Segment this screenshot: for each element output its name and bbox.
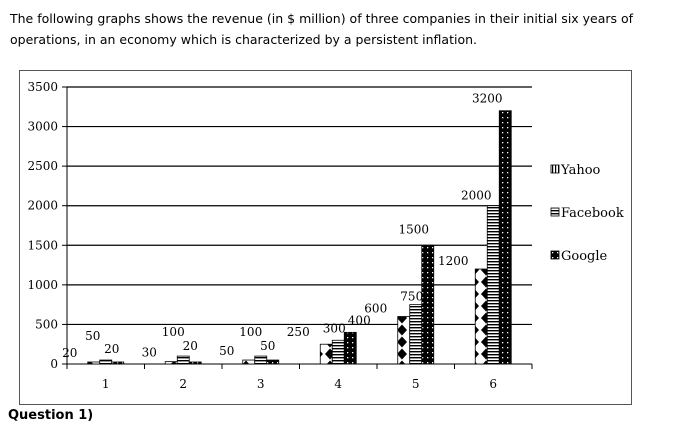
y-tick-label: 0 xyxy=(50,357,58,371)
data-label-facebook: 750 xyxy=(400,290,423,304)
bar-google-6 xyxy=(498,110,512,365)
bar-yahoo-3 xyxy=(242,359,256,365)
bar-facebook-4 xyxy=(331,339,345,365)
bar-yahoo-5 xyxy=(397,316,411,365)
data-label-google: 1500 xyxy=(398,222,429,236)
y-tick-label: 500 xyxy=(35,317,58,331)
bar-facebook-3 xyxy=(254,355,268,365)
bar-google-4 xyxy=(343,331,357,365)
data-label-facebook: 50 xyxy=(85,329,100,343)
bar-facebook-2 xyxy=(176,355,190,365)
data-label-google: 20 xyxy=(104,342,119,356)
question-label: Question 1) xyxy=(8,408,94,423)
bar-google-3 xyxy=(266,359,280,365)
bar-yahoo-4 xyxy=(319,343,333,365)
intro-text: The following graphs shows the revenue (… xyxy=(10,11,634,47)
data-label-yahoo: 250 xyxy=(287,325,310,339)
legend: Yahoo Facebook Google xyxy=(550,163,624,264)
data-label-yahoo: 600 xyxy=(364,302,387,316)
data-label-google: 50 xyxy=(260,339,275,353)
y-tick-label: 2500 xyxy=(27,159,58,173)
y-tick-label: 3500 xyxy=(27,80,58,94)
data-label-google: 400 xyxy=(348,313,371,327)
legend-swatch-google xyxy=(550,250,560,260)
gridlines xyxy=(67,86,532,326)
data-label-yahoo: 30 xyxy=(142,346,157,360)
bar-facebook-1 xyxy=(99,359,113,365)
y-tick-label: 3000 xyxy=(27,120,58,134)
bar-facebook-5 xyxy=(409,304,423,365)
bar-facebook-6 xyxy=(486,205,500,365)
y-tick-label: 1500 xyxy=(27,238,58,252)
bars xyxy=(87,110,512,365)
legend-label-yahoo: Yahoo xyxy=(560,163,601,178)
bar-yahoo-2 xyxy=(164,361,178,365)
data-label-facebook: 2000 xyxy=(461,189,492,203)
x-tick-label: 3 xyxy=(257,377,265,391)
legend-label-facebook: Facebook xyxy=(561,206,624,221)
data-label-yahoo: 50 xyxy=(219,344,234,358)
chart-frame xyxy=(19,70,632,405)
legend-swatch-yahoo xyxy=(550,164,560,174)
bar-google-2 xyxy=(188,361,202,365)
data-label-facebook: 300 xyxy=(323,321,346,335)
bar-yahoo-1 xyxy=(87,361,101,365)
y-tick-label: 2000 xyxy=(27,199,58,213)
data-label-facebook: 100 xyxy=(162,325,185,339)
y-tick-label: 1000 xyxy=(27,278,58,292)
x-tick-label: 2 xyxy=(179,377,187,391)
bar-yahoo-6 xyxy=(474,268,488,365)
legend-swatch-facebook xyxy=(550,207,560,217)
legend-label-google: Google xyxy=(561,249,608,264)
data-label-google: 3200 xyxy=(472,92,503,106)
axes: 0 500 1000 1500 2000 2500 3000 3500 1 2 3 4 5 6 xyxy=(27,80,533,391)
bar-google-1 xyxy=(111,361,125,365)
data-label-facebook: 100 xyxy=(239,325,262,339)
data-label-yahoo: 20 xyxy=(62,346,77,360)
bar-google-5 xyxy=(421,244,435,365)
x-tick-label: 4 xyxy=(334,377,342,391)
x-tick-label: 6 xyxy=(489,377,497,391)
data-label-google: 20 xyxy=(183,339,198,353)
x-tick-label: 1 xyxy=(102,377,110,391)
x-tick-label: 5 xyxy=(412,377,420,391)
data-label-yahoo: 1200 xyxy=(438,254,469,268)
